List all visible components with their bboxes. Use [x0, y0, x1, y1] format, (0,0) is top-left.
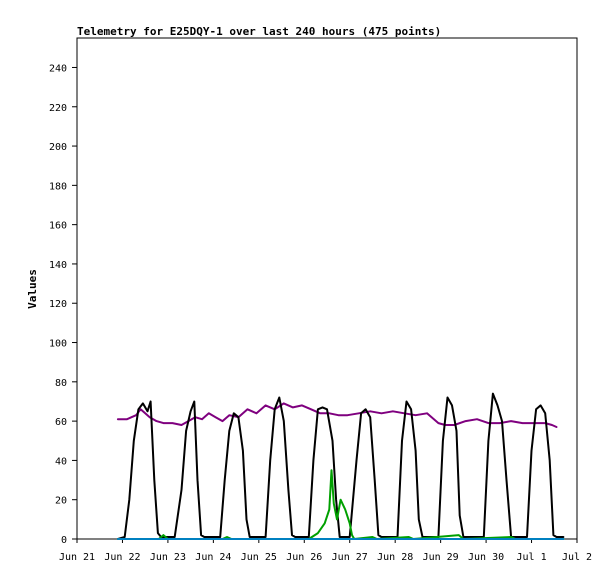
x-tick-label: Jun 28: [377, 552, 413, 563]
series-line-1: [116, 402, 558, 428]
plot-area: [76, 37, 578, 540]
y-tick-label: 100: [49, 339, 67, 350]
x-tick-label: Jun 26: [286, 552, 322, 563]
y-tick-label: 220: [49, 103, 67, 114]
y-tick-label: 20: [55, 496, 67, 507]
x-tick-label: Jun 25: [241, 552, 277, 563]
y-tick-label: 180: [49, 181, 67, 192]
y-tick-label: 140: [49, 260, 67, 271]
y-tick-label: 120: [49, 299, 67, 310]
y-tick-label: 40: [55, 456, 67, 467]
series-line-2: [116, 392, 565, 540]
y-tick-label: 200: [49, 142, 67, 153]
y-tick-label: 160: [49, 221, 67, 232]
x-tick-label: Jun 23: [150, 552, 186, 563]
x-tick-label: Jul 2: [562, 552, 592, 563]
y-axis: 0 20 40 60 80 100 120 140 160 180 200 220 240: [49, 63, 77, 546]
series-layer: [116, 392, 565, 540]
x-tick-label: Jul 1: [516, 552, 546, 563]
y-tick-label: 240: [49, 63, 67, 74]
y-tick-label: 80: [55, 378, 67, 389]
x-tick-label: Jun 30: [468, 552, 504, 563]
x-tick-label: Jun 27: [332, 552, 368, 563]
x-tick-label: Jun 21: [59, 552, 95, 563]
chart-title: Telemetry for E25DQY-1 over last 240 hou…: [77, 25, 441, 38]
y-tick-label: 60: [55, 417, 67, 428]
y-axis-label: Values: [26, 269, 39, 309]
x-tick-label: Jun 22: [104, 552, 140, 563]
x-tick-label: Jun 24: [195, 552, 231, 563]
y-tick-label: 0: [61, 535, 67, 546]
x-tick-label: Jun 29: [423, 552, 459, 563]
x-axis: Jun 21 Jun 22 Jun 23 Jun 24 Jun 25 Jun 26 Jun …: [59, 539, 592, 563]
